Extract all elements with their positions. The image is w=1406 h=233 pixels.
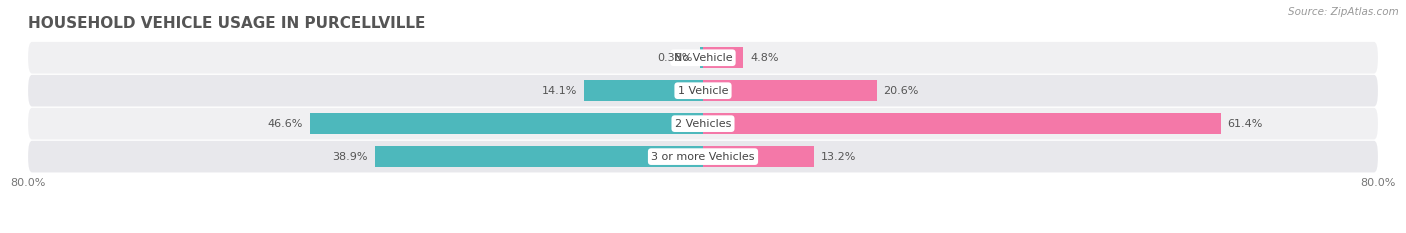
Bar (583, 80, 703, 101)
Text: 46.6%: 46.6% (267, 119, 304, 129)
Text: No Vehicle: No Vehicle (673, 53, 733, 63)
Text: 38.9%: 38.9% (333, 152, 368, 162)
Bar (703, 47, 744, 69)
Text: 20.6%: 20.6% (883, 86, 920, 96)
FancyBboxPatch shape (28, 42, 1378, 74)
FancyBboxPatch shape (28, 108, 1378, 140)
Bar (700, 47, 703, 69)
Bar (703, 113, 1220, 134)
Text: 4.8%: 4.8% (751, 53, 779, 63)
Text: 3 or more Vehicles: 3 or more Vehicles (651, 152, 755, 162)
Bar (309, 113, 703, 134)
Bar (703, 146, 814, 167)
Text: 13.2%: 13.2% (821, 152, 856, 162)
Text: HOUSEHOLD VEHICLE USAGE IN PURCELLVILLE: HOUSEHOLD VEHICLE USAGE IN PURCELLVILLE (28, 17, 426, 31)
FancyBboxPatch shape (28, 141, 1378, 172)
Text: 0.38%: 0.38% (658, 53, 693, 63)
Text: Source: ZipAtlas.com: Source: ZipAtlas.com (1288, 7, 1399, 17)
FancyBboxPatch shape (28, 75, 1378, 106)
Text: 2 Vehicles: 2 Vehicles (675, 119, 731, 129)
Text: 1 Vehicle: 1 Vehicle (678, 86, 728, 96)
Bar (375, 146, 703, 167)
Bar (703, 80, 877, 101)
Text: 14.1%: 14.1% (541, 86, 578, 96)
Text: 61.4%: 61.4% (1227, 119, 1263, 129)
